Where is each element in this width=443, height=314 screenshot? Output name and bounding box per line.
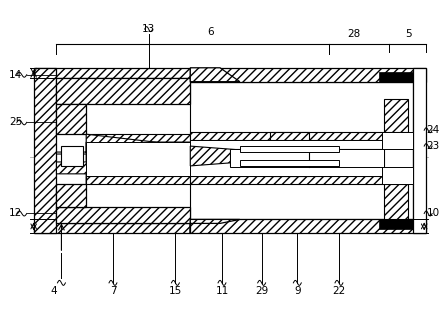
Text: 24: 24 [427,125,440,135]
Polygon shape [56,207,190,223]
Polygon shape [56,184,86,207]
Polygon shape [240,146,339,152]
Polygon shape [384,184,408,219]
Polygon shape [240,160,339,166]
Polygon shape [56,78,190,105]
Polygon shape [270,166,309,176]
Polygon shape [230,149,384,166]
Polygon shape [56,105,190,207]
Polygon shape [413,68,426,233]
Polygon shape [56,105,190,207]
Text: 13: 13 [142,24,155,34]
Polygon shape [190,68,240,82]
Polygon shape [56,134,190,154]
Polygon shape [56,162,190,174]
Text: 9: 9 [294,286,301,296]
Polygon shape [86,166,190,176]
Text: 25: 25 [9,117,23,127]
Polygon shape [190,140,384,176]
Polygon shape [86,166,190,184]
Polygon shape [86,142,190,152]
Polygon shape [379,72,413,82]
Polygon shape [190,132,384,140]
Polygon shape [381,167,413,184]
Text: 6: 6 [207,27,214,37]
Polygon shape [190,219,240,233]
Polygon shape [86,176,190,184]
Text: 4: 4 [50,286,57,296]
Polygon shape [379,219,413,229]
Polygon shape [190,68,426,82]
Polygon shape [62,146,83,166]
Polygon shape [86,142,190,151]
Polygon shape [190,219,426,233]
Text: 5: 5 [405,29,412,39]
Text: 22: 22 [332,286,346,296]
Polygon shape [230,149,384,167]
Polygon shape [270,132,309,140]
Polygon shape [381,132,413,149]
Text: 10: 10 [427,208,439,219]
Polygon shape [34,223,190,233]
Polygon shape [86,142,190,184]
Polygon shape [190,146,294,166]
Polygon shape [190,82,413,219]
Polygon shape [56,105,86,134]
Polygon shape [34,68,190,78]
Polygon shape [190,176,384,184]
Polygon shape [86,166,190,176]
Text: 7: 7 [110,286,116,296]
Polygon shape [34,68,56,233]
Text: 12: 12 [9,208,23,219]
Text: 11: 11 [215,286,229,296]
Text: 28: 28 [347,29,361,39]
Text: 14: 14 [9,70,23,80]
Polygon shape [86,142,190,176]
Polygon shape [86,134,190,142]
Text: 23: 23 [427,141,440,151]
Text: 29: 29 [255,286,268,296]
Polygon shape [384,99,408,132]
Text: 15: 15 [169,286,182,296]
